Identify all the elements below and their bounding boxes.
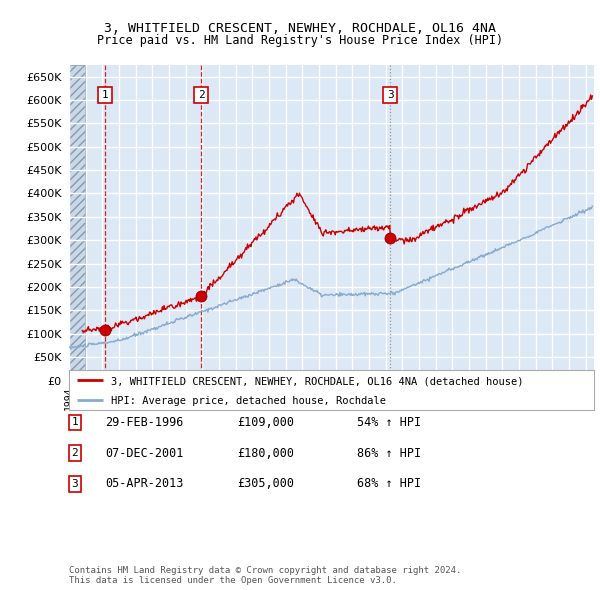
- Text: 54% ↑ HPI: 54% ↑ HPI: [357, 416, 421, 429]
- Bar: [69, 65, 85, 381]
- Text: 1: 1: [101, 90, 109, 100]
- Text: 05-APR-2013: 05-APR-2013: [105, 477, 184, 490]
- Text: 86% ↑ HPI: 86% ↑ HPI: [357, 447, 421, 460]
- Text: 3: 3: [71, 479, 79, 489]
- Text: HPI: Average price, detached house, Rochdale: HPI: Average price, detached house, Roch…: [111, 396, 386, 407]
- Text: 3: 3: [387, 90, 394, 100]
- Text: Contains HM Land Registry data © Crown copyright and database right 2024.
This d: Contains HM Land Registry data © Crown c…: [69, 566, 461, 585]
- Text: 3, WHITFIELD CRESCENT, NEWHEY, ROCHDALE, OL16 4NA: 3, WHITFIELD CRESCENT, NEWHEY, ROCHDALE,…: [104, 22, 496, 35]
- Text: £109,000: £109,000: [237, 416, 294, 429]
- Text: 1: 1: [71, 418, 79, 427]
- Text: 2: 2: [71, 448, 79, 458]
- Text: 29-FEB-1996: 29-FEB-1996: [105, 416, 184, 429]
- Text: Price paid vs. HM Land Registry's House Price Index (HPI): Price paid vs. HM Land Registry's House …: [97, 34, 503, 47]
- Text: £180,000: £180,000: [237, 447, 294, 460]
- Text: 3, WHITFIELD CRESCENT, NEWHEY, ROCHDALE, OL16 4NA (detached house): 3, WHITFIELD CRESCENT, NEWHEY, ROCHDALE,…: [111, 376, 523, 386]
- Text: 68% ↑ HPI: 68% ↑ HPI: [357, 477, 421, 490]
- Text: 07-DEC-2001: 07-DEC-2001: [105, 447, 184, 460]
- Text: £305,000: £305,000: [237, 477, 294, 490]
- Bar: [69, 65, 85, 381]
- Text: 2: 2: [198, 90, 205, 100]
